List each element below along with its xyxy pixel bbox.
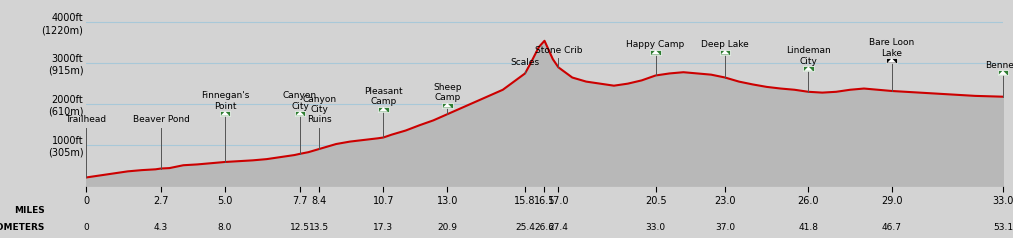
Text: 4.3: 4.3 [154, 223, 168, 232]
FancyBboxPatch shape [650, 50, 660, 55]
Polygon shape [720, 50, 729, 55]
Text: Finnegan's
Point: Finnegan's Point [201, 91, 249, 111]
Polygon shape [887, 58, 897, 63]
FancyBboxPatch shape [803, 66, 813, 71]
Text: Canyon
City
Ruins: Canyon City Ruins [303, 95, 336, 124]
Text: Lindeman
City: Lindeman City [786, 46, 831, 66]
FancyBboxPatch shape [998, 70, 1008, 75]
Text: 0: 0 [83, 223, 89, 232]
Text: 17.3: 17.3 [374, 223, 393, 232]
Text: 37.0: 37.0 [715, 223, 735, 232]
Polygon shape [379, 107, 388, 112]
Text: Pleasant
Camp: Pleasant Camp [364, 87, 403, 106]
FancyBboxPatch shape [220, 111, 230, 116]
Text: Canyon
City: Canyon City [283, 91, 317, 111]
Text: 33.0: 33.0 [645, 223, 666, 232]
Text: Bennett: Bennett [985, 61, 1013, 70]
FancyBboxPatch shape [720, 50, 730, 55]
Text: 20.9: 20.9 [438, 223, 457, 232]
Polygon shape [296, 111, 305, 116]
Text: Bare Loon
Lake: Bare Loon Lake [869, 38, 915, 58]
FancyBboxPatch shape [886, 58, 898, 63]
Polygon shape [804, 66, 812, 71]
Polygon shape [651, 50, 660, 55]
Text: 8.0: 8.0 [218, 223, 232, 232]
Text: Deep Lake: Deep Lake [701, 40, 749, 49]
Text: 46.7: 46.7 [881, 223, 902, 232]
Text: Sheep
Camp: Sheep Camp [433, 83, 462, 102]
Text: 53.1: 53.1 [993, 223, 1013, 232]
Polygon shape [221, 111, 230, 116]
Text: KILOMETERS: KILOMETERS [0, 223, 45, 232]
Text: Scales: Scales [511, 58, 540, 67]
Text: 13.5: 13.5 [309, 223, 329, 232]
FancyBboxPatch shape [442, 103, 453, 108]
Text: Stone Crib: Stone Crib [535, 46, 582, 55]
Text: 25.4: 25.4 [515, 223, 535, 232]
Text: Trailhead: Trailhead [66, 115, 106, 124]
Text: 12.5: 12.5 [290, 223, 310, 232]
Text: MILES: MILES [14, 206, 45, 215]
Text: Beaver Pond: Beaver Pond [133, 115, 189, 124]
Polygon shape [999, 70, 1007, 75]
FancyBboxPatch shape [378, 107, 389, 112]
Text: Happy Camp: Happy Camp [626, 40, 685, 49]
Text: 26.6: 26.6 [535, 223, 554, 232]
Text: 27.4: 27.4 [548, 223, 568, 232]
Polygon shape [443, 103, 452, 108]
Text: 41.8: 41.8 [798, 223, 819, 232]
FancyBboxPatch shape [295, 111, 305, 116]
